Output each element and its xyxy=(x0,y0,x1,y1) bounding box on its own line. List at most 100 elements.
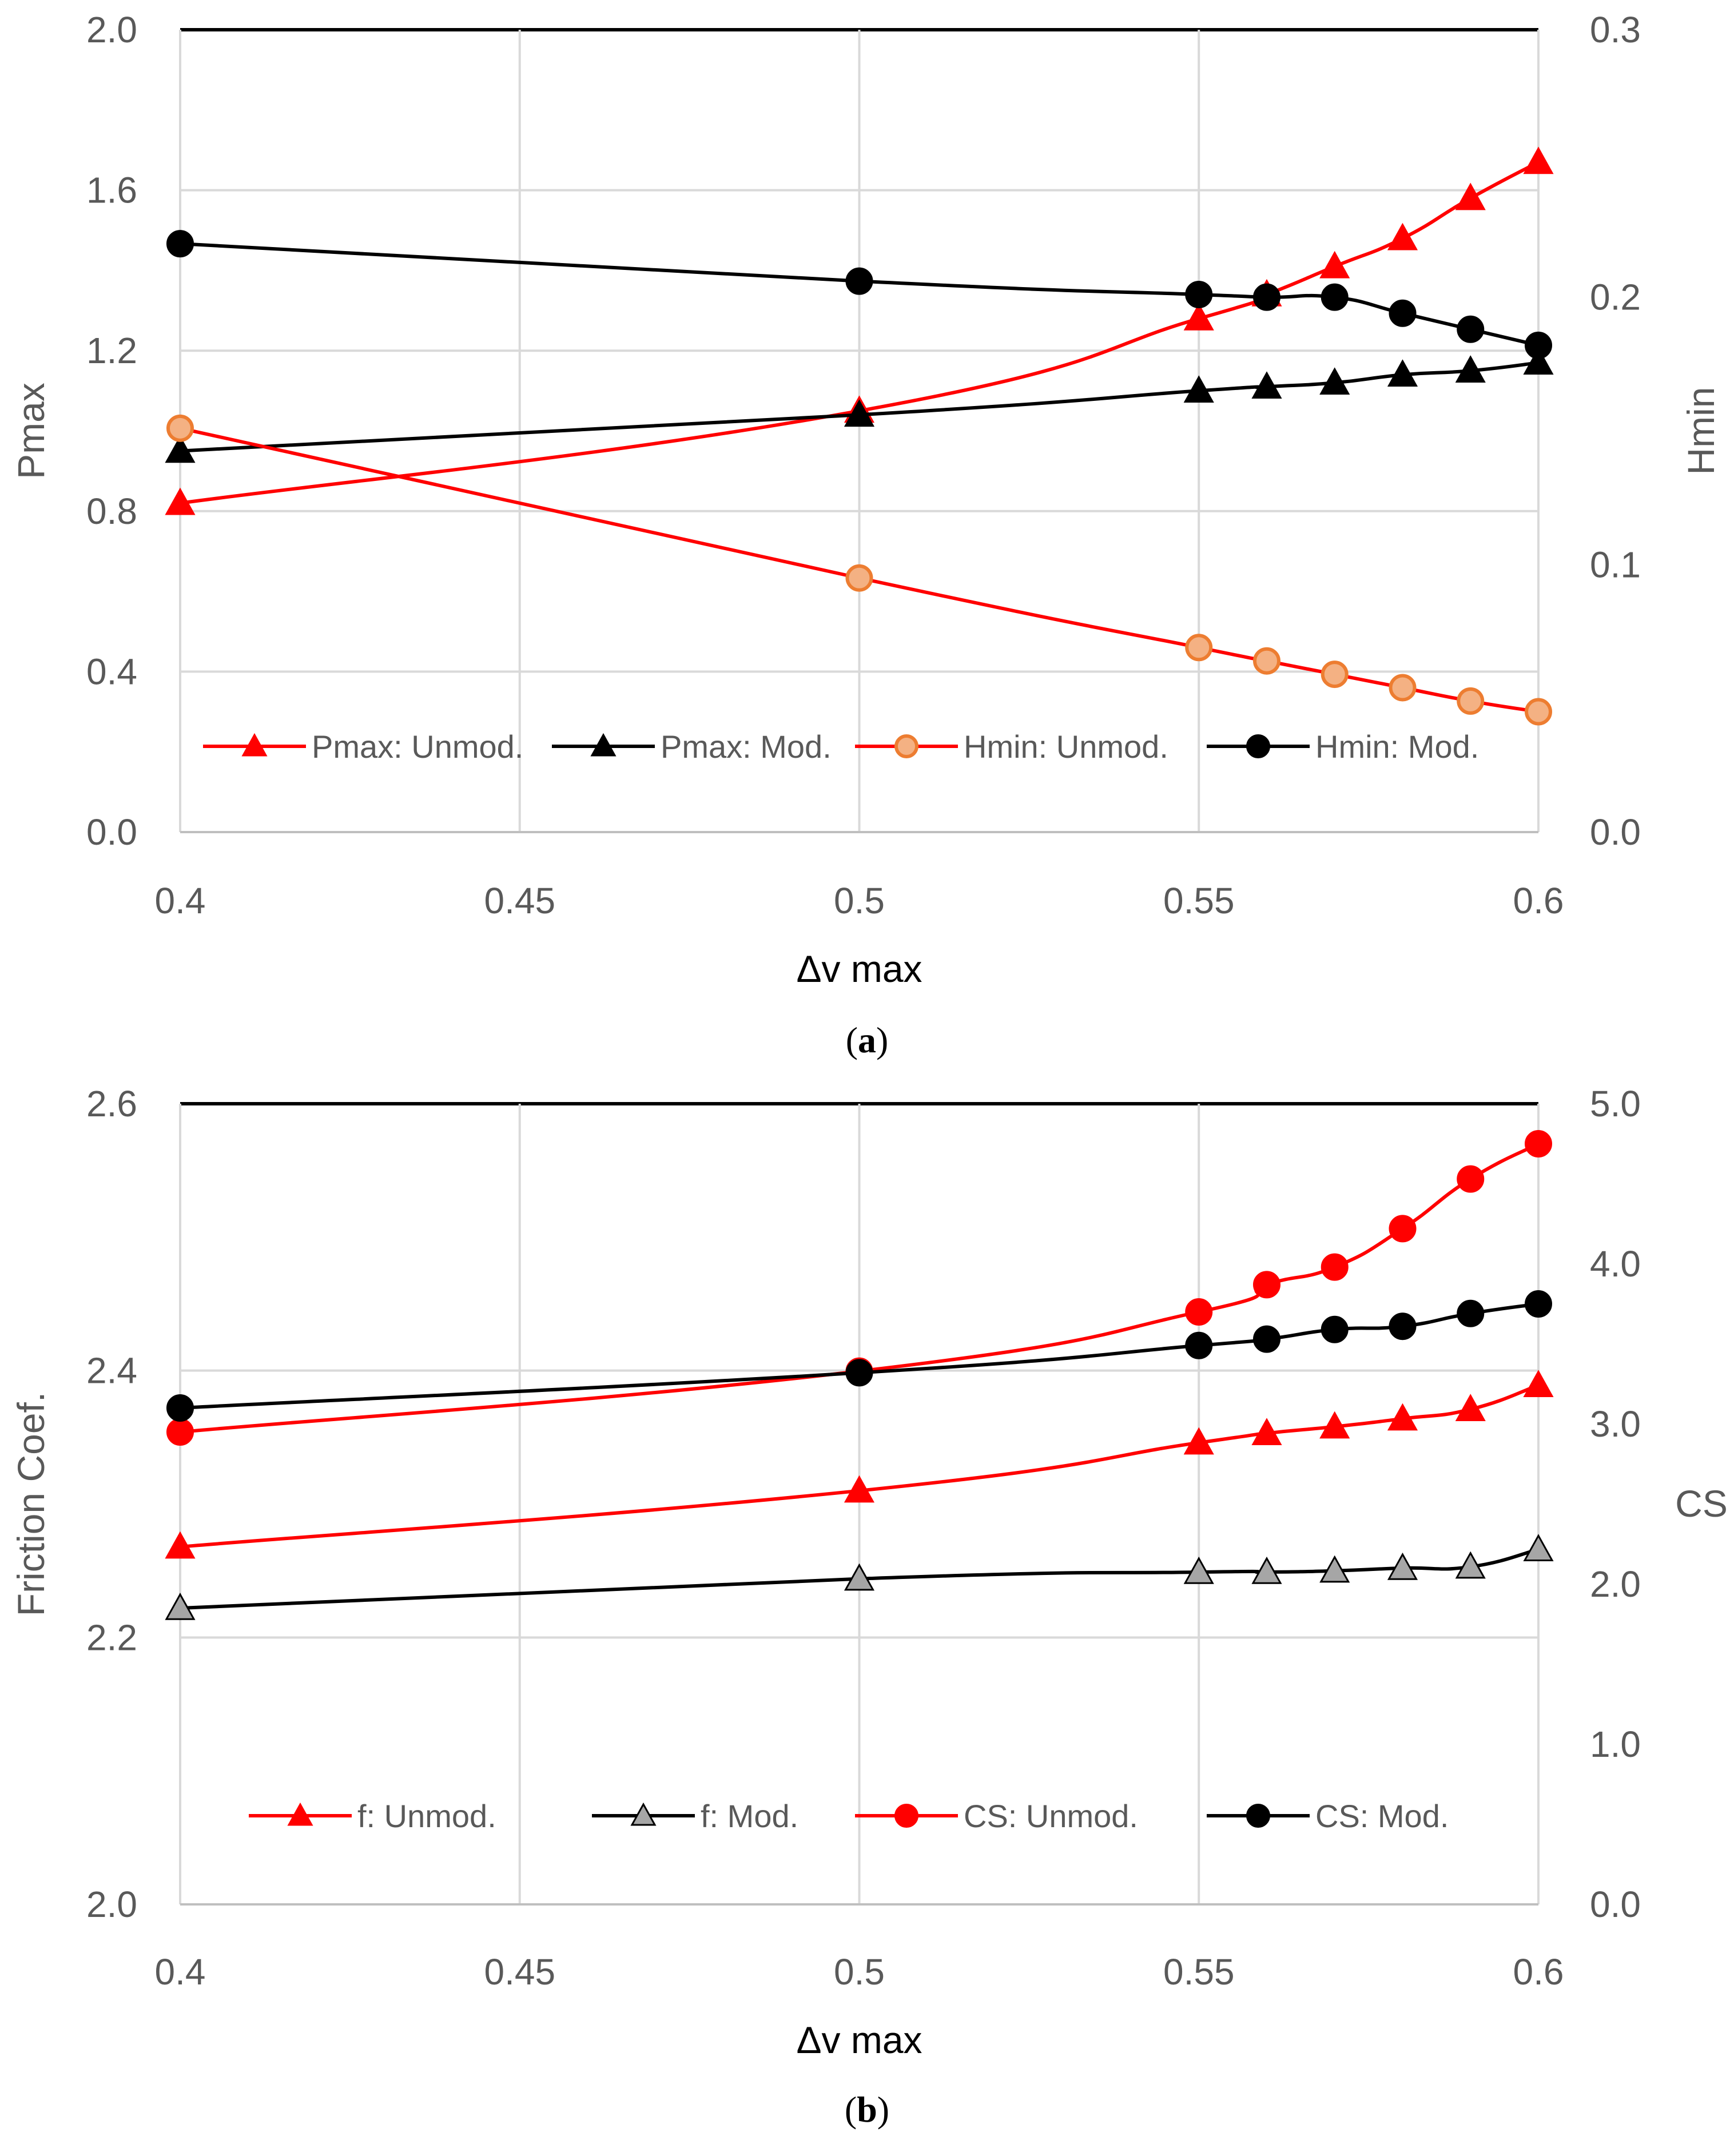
series-line xyxy=(180,160,1540,505)
legend-marker xyxy=(894,1804,918,1828)
y-left-tick-label: 2.2 xyxy=(86,1617,137,1658)
series-cs-mod xyxy=(166,1290,1552,1422)
y-left-tick-label: 1.2 xyxy=(86,330,137,371)
data-point xyxy=(1387,1552,1418,1580)
x-tick-label: 0.55 xyxy=(1163,1951,1235,1992)
series-line xyxy=(180,1302,1539,1410)
data-point xyxy=(1183,375,1214,403)
data-point xyxy=(844,1563,875,1591)
data-point xyxy=(166,1394,194,1422)
data-point xyxy=(1183,1427,1214,1455)
data-point xyxy=(1251,371,1282,399)
data-point xyxy=(1319,1555,1350,1583)
data-point xyxy=(1251,1556,1282,1584)
y-left-tick-label: 1.6 xyxy=(86,170,137,211)
data-point xyxy=(165,1592,196,1620)
x-tick-label: 0.4 xyxy=(155,880,206,921)
y-left-tick-label: 2.0 xyxy=(86,1884,137,1925)
legend-label: Hmin: Unmod. xyxy=(964,729,1168,765)
legend-label: CS: Unmod. xyxy=(964,1798,1138,1834)
data-point xyxy=(1455,355,1486,383)
y-left-tick-label: 2.6 xyxy=(86,1083,137,1124)
legend-marker xyxy=(1246,734,1270,758)
data-point xyxy=(166,230,194,258)
series-pmax-mod xyxy=(165,347,1554,463)
x-tick-label: 0.5 xyxy=(834,1951,885,1992)
x-axis-title: Δv max xyxy=(796,948,922,990)
series-f-mod xyxy=(165,1534,1554,1620)
data-point xyxy=(1525,1290,1552,1318)
data-point xyxy=(1525,698,1552,726)
x-tick-label: 0.5 xyxy=(834,880,885,921)
data-point xyxy=(1253,647,1280,675)
data-point xyxy=(1253,283,1280,311)
legend-label: f: Unmod. xyxy=(357,1798,496,1834)
y-right-tick-label: 4.0 xyxy=(1590,1243,1641,1284)
x-tick-label: 0.6 xyxy=(1513,1951,1564,1992)
data-point xyxy=(165,1531,196,1559)
data-point xyxy=(845,1359,873,1387)
panel-caption: (b) xyxy=(845,2089,889,2130)
data-point xyxy=(166,1418,194,1446)
data-point xyxy=(1185,1331,1213,1359)
data-point xyxy=(1523,347,1554,375)
y-left-tick-label: 0.4 xyxy=(86,651,137,692)
series-hmin-unmod xyxy=(166,414,1552,726)
x-tick-label: 0.6 xyxy=(1513,880,1564,921)
series-cs-unmod xyxy=(166,1130,1552,1446)
chart-panel-a: 0.4 0.45 0.5 0.55 0.6 0.0 0.4 0.8 1.2 1.6 2.0 0.0 0.… xyxy=(10,9,1722,1060)
legend-item: f: Mod. xyxy=(592,1798,798,1834)
series-line xyxy=(180,426,1539,714)
data-point xyxy=(1455,182,1486,210)
data-point xyxy=(1523,1534,1554,1562)
data-point xyxy=(1525,1130,1552,1157)
legend-marker xyxy=(894,734,918,758)
series-line xyxy=(180,242,1539,347)
series-f-unmod xyxy=(165,1370,1554,1559)
panel-caption: (a) xyxy=(846,1020,889,1060)
panel-caption-letter: b xyxy=(857,2089,877,2130)
data-point xyxy=(1387,222,1418,250)
data-point xyxy=(1389,1312,1417,1340)
data-point xyxy=(845,564,873,592)
data-point xyxy=(1457,1165,1485,1193)
series-line xyxy=(180,1383,1540,1549)
data-point xyxy=(1321,661,1349,689)
data-point xyxy=(1251,1418,1282,1446)
legend-label: Pmax: Mod. xyxy=(661,729,832,765)
legend-item: CS: Unmod. xyxy=(855,1798,1138,1834)
x-tick-label: 0.4 xyxy=(155,1951,206,1992)
data-point xyxy=(1185,634,1213,662)
data-point xyxy=(1321,1315,1349,1343)
legend-item: Hmin: Mod. xyxy=(1207,729,1479,765)
panel-caption-letter: a xyxy=(858,1020,876,1060)
data-point xyxy=(1523,1370,1554,1398)
data-point xyxy=(1319,1411,1350,1439)
data-point xyxy=(1183,1556,1214,1584)
y-right-axis-title: Hmin xyxy=(1680,387,1722,475)
series-line xyxy=(180,1548,1539,1610)
data-point xyxy=(845,267,873,295)
data-point xyxy=(1457,1299,1485,1327)
data-point xyxy=(1455,1394,1486,1422)
legend-item: f: Unmod. xyxy=(249,1798,496,1834)
data-point xyxy=(1253,1325,1280,1353)
x-tick-label: 0.55 xyxy=(1163,880,1235,921)
series-pmax-unmod xyxy=(165,146,1554,515)
legend-item: Hmin: Unmod. xyxy=(855,729,1168,765)
series-hmin-mod xyxy=(166,230,1552,359)
data-point xyxy=(166,414,194,442)
gridlines xyxy=(179,1102,1540,1906)
y-right-tick-label: 0.3 xyxy=(1590,9,1641,50)
legend-marker xyxy=(630,1802,657,1826)
data-point xyxy=(1389,299,1417,327)
y-right-tick-label: 2.0 xyxy=(1590,1564,1641,1605)
legend-label: Hmin: Mod. xyxy=(1315,729,1479,765)
data-point xyxy=(1525,331,1552,359)
legend-marker xyxy=(1246,1804,1270,1828)
data-point xyxy=(844,1475,875,1503)
y-right-tick-label: 0.2 xyxy=(1590,277,1641,318)
data-point xyxy=(1321,1253,1349,1281)
legend: f: Unmod. f: Mod. CS: Unmod. CS: Mod. xyxy=(249,1798,1449,1834)
data-point xyxy=(1523,146,1554,174)
